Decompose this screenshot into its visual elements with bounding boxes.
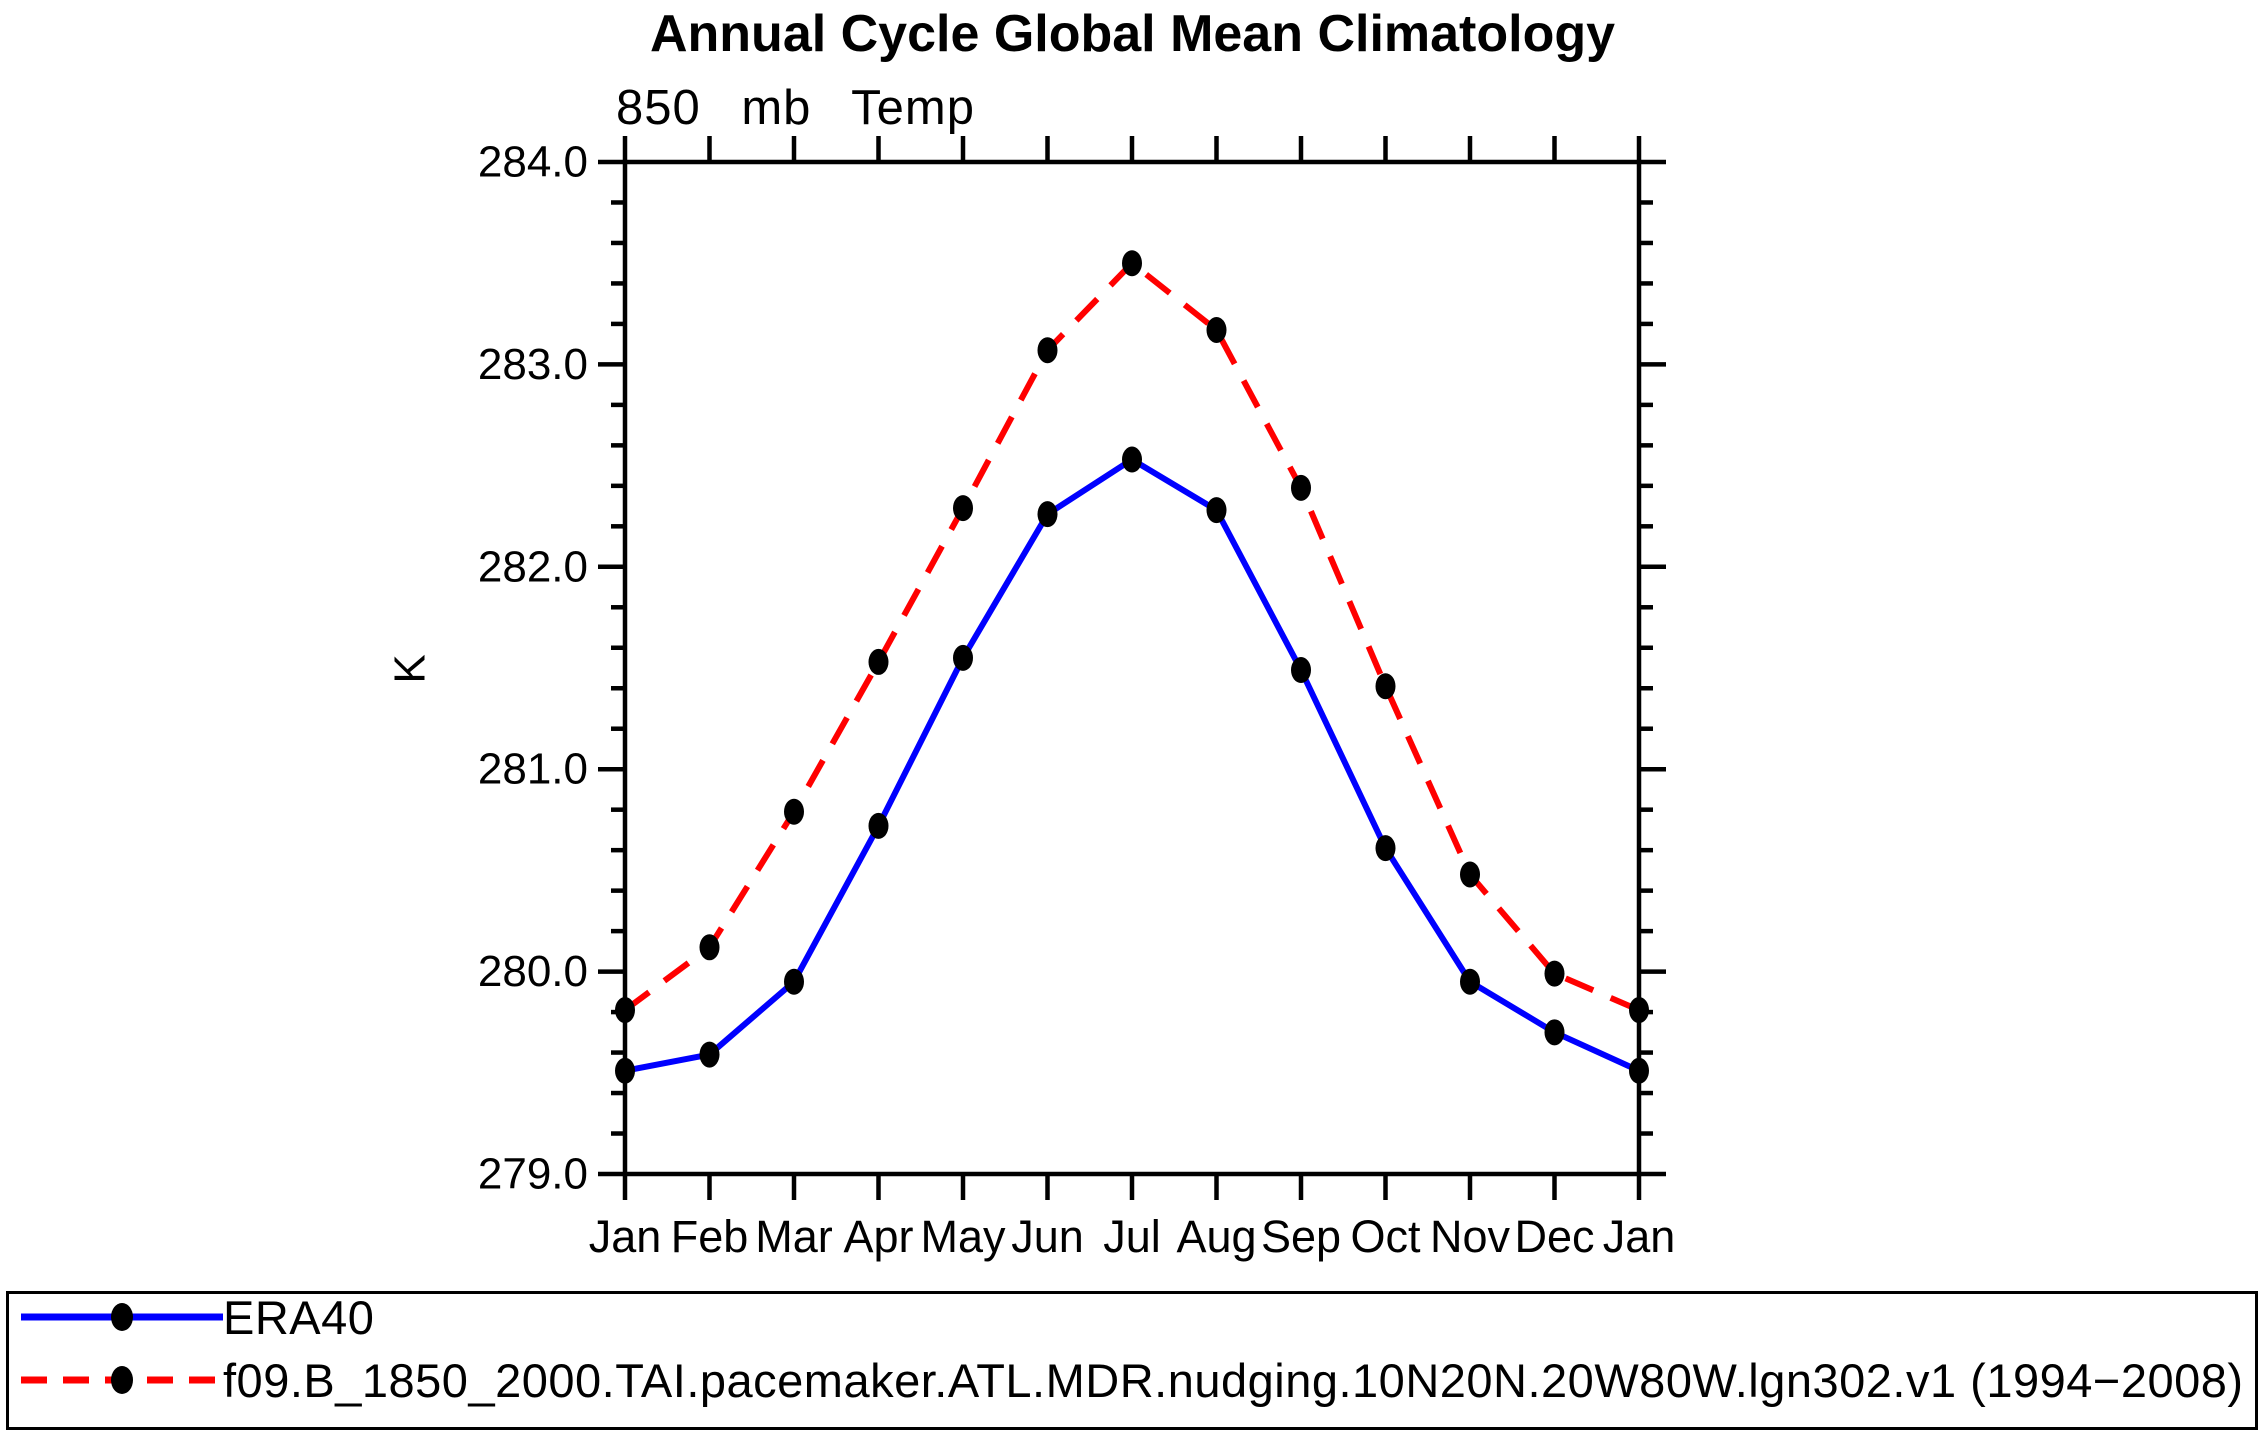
- x-tick-label: Jun: [1011, 1211, 1084, 1262]
- x-tick-label: Jan: [589, 1211, 662, 1262]
- y-tick-label: 280.0: [478, 947, 588, 996]
- data-point-marker: [1629, 997, 1649, 1024]
- y-axis-ticks: 279.0 280.0 281.0 282.0 283.0 284.0: [478, 138, 1666, 1199]
- data-point-marker: [1544, 960, 1565, 987]
- data-point-marker: [1122, 446, 1142, 473]
- plot-frame: [622, 159, 1642, 1177]
- data-point-marker: [784, 968, 804, 995]
- data-point-marker: [615, 1057, 635, 1084]
- legend-entry-model: f09.B_1850_2000.TAI.pacemaker.ATL.MDR.nu…: [21, 1354, 2244, 1407]
- series-model: [615, 250, 1649, 1024]
- legend-entry-era40: ERA40: [21, 1291, 374, 1344]
- x-tick-label: Nov: [1430, 1211, 1511, 1262]
- legend-label-era40: ERA40: [223, 1290, 375, 1344]
- y-tick-label: 284.0: [478, 138, 588, 187]
- data-point-marker: [1037, 501, 1058, 528]
- x-tick-label: Jan: [1603, 1211, 1676, 1262]
- x-tick-label: Feb: [671, 1211, 749, 1262]
- data-point-marker: [1291, 474, 1311, 501]
- x-tick-label: May: [920, 1211, 1006, 1262]
- x-tick-label: Oct: [1350, 1211, 1421, 1262]
- x-tick-label: Apr: [843, 1211, 913, 1262]
- legend-box: ERA40 f09.B_1850_2000.TAI.pacemaker.ATL.…: [6, 1291, 2258, 1430]
- series-line: [623, 260, 1641, 1013]
- chart-title: Annual Cycle Global Mean Climatology: [649, 5, 1616, 63]
- x-tick-label: Sep: [1261, 1211, 1341, 1262]
- data-point-marker: [1122, 250, 1142, 277]
- data-point-marker: [1375, 673, 1396, 700]
- data-point-marker: [1544, 1019, 1565, 1046]
- data-point-marker: [868, 648, 889, 675]
- x-axis-ticks: Jan Feb Mar Apr May Jun Jul Aug Sep Oct Nov Dec Jan: [589, 136, 1676, 1262]
- x-tick-label: Dec: [1514, 1211, 1594, 1262]
- data-point-marker: [615, 997, 635, 1024]
- y-tick-label: 279.0: [478, 1150, 588, 1199]
- y-tick-label: 281.0: [478, 745, 588, 794]
- y-tick-label: 282.0: [478, 542, 588, 591]
- chart-subtitle: 850 mb Temp: [616, 81, 975, 135]
- series-line: [624, 456, 1641, 1074]
- data-point-marker: [1460, 968, 1480, 995]
- data-point-marker: [953, 495, 973, 522]
- legend-line-sample-model: [21, 1366, 223, 1394]
- data-point-marker: [1037, 337, 1058, 364]
- data-point-marker: [784, 798, 804, 825]
- legend-sample-marker: [111, 1366, 133, 1394]
- data-point-marker: [699, 934, 720, 961]
- data-point-marker: [868, 812, 889, 839]
- data-point-marker: [699, 1041, 720, 1068]
- data-point-marker: [1206, 316, 1227, 343]
- x-tick-label: Jul: [1103, 1211, 1161, 1262]
- data-point-marker: [1291, 657, 1311, 684]
- y-tick-label: 283.0: [478, 340, 588, 389]
- legend-sample-marker: [111, 1303, 133, 1331]
- data-point-marker: [1460, 861, 1480, 888]
- data-point-marker: [1206, 497, 1227, 524]
- legend-label-model: f09.B_1850_2000.TAI.pacemaker.ATL.MDR.nu…: [223, 1353, 2244, 1407]
- legend-line-sample-era40: [21, 1303, 223, 1331]
- data-point-marker: [953, 644, 973, 671]
- x-tick-label: Mar: [755, 1211, 833, 1262]
- data-point-marker: [1629, 1057, 1649, 1084]
- x-tick-label: Aug: [1176, 1211, 1256, 1262]
- data-point-marker: [1375, 835, 1396, 862]
- series-era40: [615, 446, 1649, 1084]
